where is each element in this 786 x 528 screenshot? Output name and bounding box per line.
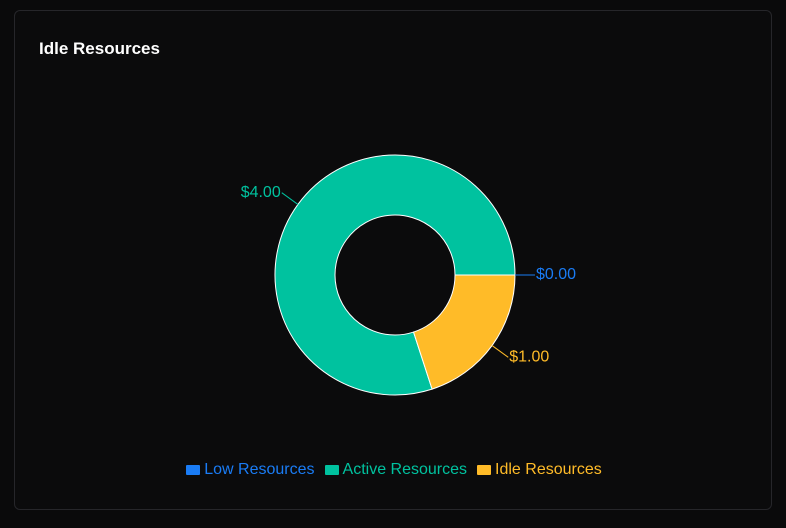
- leader-line-active-resources: [281, 192, 299, 205]
- card-title: Idle Resources: [39, 39, 160, 58]
- legend-item-idle-resources[interactable]: Idle Resources: [477, 461, 602, 479]
- legend-swatch: [324, 465, 339, 475]
- chart-legend: Low Resources Active Resources Idle Reso…: [15, 461, 773, 479]
- legend-label: Low Resources: [204, 461, 315, 478]
- leader-line-idle-resources: [491, 345, 509, 358]
- idle-resources-card: Idle Resources $0.00 $4.00 $1.00 Low Resou…: [14, 10, 772, 510]
- slice-idle-resources[interactable]: [412, 274, 516, 390]
- legend-label: Idle Resources: [495, 461, 602, 478]
- legend-label: Active Resources: [342, 461, 468, 478]
- data-label-active-resources: $4.00: [241, 184, 281, 201]
- slice-active-resources[interactable]: [274, 154, 516, 396]
- donut-chart: $0.00 $4.00 $1.00: [241, 154, 576, 396]
- data-label-low-resources: $0.00: [536, 266, 576, 283]
- legend-item-active-resources[interactable]: Active Resources: [324, 461, 468, 479]
- legend-item-low-resources[interactable]: Low Resources: [186, 461, 315, 479]
- legend-swatch: [186, 465, 201, 475]
- legend-swatch: [477, 465, 492, 475]
- data-label-idle-resources: $1.00: [509, 349, 549, 366]
